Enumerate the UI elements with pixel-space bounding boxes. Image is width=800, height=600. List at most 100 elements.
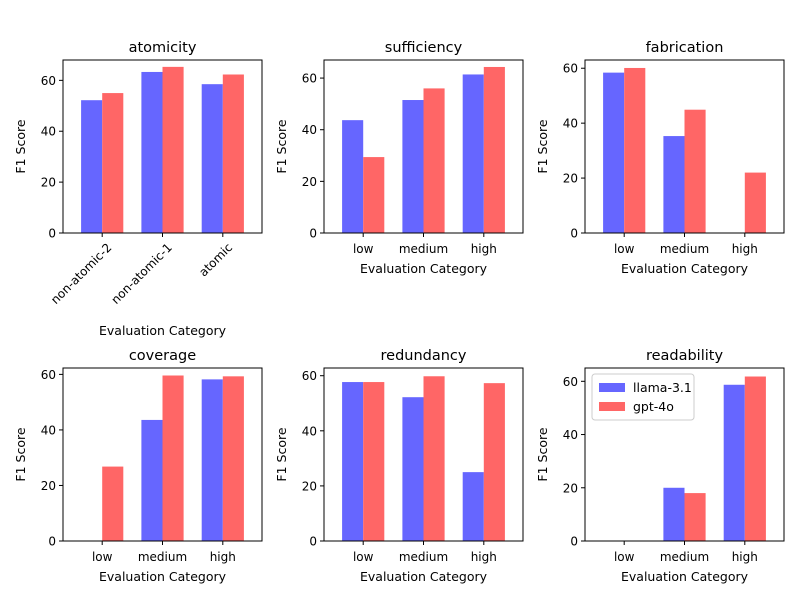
y-tick-label: 60 [302, 369, 317, 383]
x-tick-label: medium [138, 550, 187, 564]
legend-swatch-llama-3.1 [599, 383, 625, 392]
x-tick-label: non-atomic-1 [108, 240, 174, 306]
legend-swatch-gpt-4o [599, 402, 625, 411]
y-tick-label: 20 [302, 479, 317, 493]
subplot-title: atomicity [129, 40, 197, 56]
y-tick-label: 60 [41, 368, 56, 382]
x-tick-label: high [471, 550, 497, 564]
bar-llama-3.1-high [463, 472, 484, 541]
bar-gpt-4o-low [624, 68, 645, 233]
bar-gpt-4o-low [102, 467, 123, 541]
x-tick-label: high [471, 242, 497, 256]
y-axis-label: F1 Score [274, 119, 289, 173]
y-axis-label: F1 Score [535, 119, 550, 173]
x-axis-label: Evaluation Category [360, 261, 488, 276]
bar-llama-3.1-non-atomic-1 [141, 72, 162, 233]
y-tick-label: 20 [41, 176, 56, 190]
legend-label-llama-3.1: llama-3.1 [633, 380, 692, 395]
bar-gpt-4o-low [363, 382, 384, 541]
bar-llama-3.1-medium [402, 100, 423, 233]
x-tick-label: low [353, 550, 374, 564]
y-tick-label: 40 [563, 428, 578, 442]
y-tick-label: 20 [41, 479, 56, 493]
bar-llama-3.1-low [342, 382, 363, 541]
legend-label-gpt-4o: gpt-4o [633, 399, 674, 414]
bar-gpt-4o-medium [685, 493, 706, 541]
y-tick-label: 60 [41, 74, 56, 88]
bar-llama-3.1-high [463, 74, 484, 233]
subplot-title: redundancy [381, 348, 467, 364]
bar-gpt-4o-non-atomic-2 [102, 93, 123, 233]
subplot-coverage: 0 20 40 60 low medium high coverage Evaluation C… [13, 348, 262, 584]
bar-llama-3.1-atomic [202, 84, 223, 233]
x-axis-label: Evaluation Category [99, 323, 227, 338]
y-tick-label: 0 [48, 227, 56, 241]
legend: llama-3.1 gpt-4o [592, 374, 694, 420]
bar-llama-3.1-medium [663, 488, 684, 541]
bar-llama-3.1-medium [663, 136, 684, 233]
x-tick-label: low [92, 550, 113, 564]
bar-gpt-4o-atomic [223, 75, 244, 233]
y-tick-label: 60 [302, 72, 317, 86]
bar-gpt-4o-low [363, 157, 384, 233]
x-tick-label: low [614, 550, 635, 564]
subplot-title: coverage [129, 348, 196, 364]
y-tick-label: 0 [309, 535, 317, 549]
x-tick-label: non-atomic-2 [48, 240, 114, 306]
bar-gpt-4o-medium [685, 110, 706, 233]
bar-llama-3.1-high [202, 379, 223, 541]
bar-gpt-4o-non-atomic-1 [163, 67, 184, 233]
figure: 0 20 40 60 non-atomic-2non-atomic-1 atomic ato… [0, 0, 800, 600]
x-tick-label: low [353, 242, 374, 256]
subplot-redundancy: 0 20 40 60 low medium high redundancy Evaluation… [274, 348, 523, 584]
x-tick-label: high [732, 550, 758, 564]
x-axis-label: Evaluation Category [621, 569, 749, 584]
bar-llama-3.1-low [603, 73, 624, 233]
y-tick-label: 0 [570, 227, 578, 241]
y-axis-label: F1 Score [535, 427, 550, 481]
bar-gpt-4o-medium [424, 376, 445, 541]
y-axis-label: F1 Score [13, 119, 28, 173]
y-tick-label: 40 [563, 117, 578, 131]
bar-llama-3.1-low [342, 120, 363, 233]
x-tick-label: high [210, 550, 236, 564]
x-axis-label: Evaluation Category [99, 569, 227, 584]
bar-gpt-4o-high [484, 383, 505, 541]
subplot-readability: 0 20 40 60 low medium high readability Evaluatio… [535, 348, 784, 584]
bar-gpt-4o-high [223, 376, 244, 541]
y-tick-label: 40 [41, 423, 56, 437]
y-tick-label: 60 [563, 375, 578, 389]
x-tick-label: medium [660, 550, 709, 564]
y-tick-label: 60 [563, 62, 578, 76]
x-axis-label: Evaluation Category [621, 261, 749, 276]
x-axis-label: Evaluation Category [360, 569, 488, 584]
bar-gpt-4o-medium [163, 375, 184, 541]
x-tick-label: atomic [196, 240, 235, 279]
y-tick-label: 40 [302, 424, 317, 438]
bar-gpt-4o-medium [424, 88, 445, 233]
bar-gpt-4o-high [745, 377, 766, 541]
y-tick-label: 20 [563, 481, 578, 495]
x-tick-label: high [732, 242, 758, 256]
bar-gpt-4o-high [484, 67, 505, 233]
subplot-title: fabrication [646, 40, 724, 56]
bar-llama-3.1-medium [402, 397, 423, 541]
x-tick-label: medium [660, 242, 709, 256]
bar-llama-3.1-high [724, 385, 745, 541]
subplot-fabrication: 0 20 40 60 low medium high fabrication Evaluatio… [535, 40, 784, 276]
y-tick-label: 20 [563, 172, 578, 186]
subplot-title: sufficiency [385, 40, 463, 56]
y-tick-label: 20 [302, 175, 317, 189]
y-axis-label: F1 Score [13, 427, 28, 481]
y-tick-label: 0 [570, 535, 578, 549]
y-tick-label: 0 [309, 227, 317, 241]
x-tick-label: medium [399, 550, 448, 564]
x-tick-label: medium [399, 242, 448, 256]
bar-llama-3.1-medium [141, 420, 162, 541]
y-tick-label: 0 [48, 535, 56, 549]
y-tick-label: 40 [41, 125, 56, 139]
bar-llama-3.1-non-atomic-2 [81, 100, 102, 233]
subplot-sufficiency: 0 20 40 60 low medium high sufficiency Evaluatio… [274, 40, 523, 276]
